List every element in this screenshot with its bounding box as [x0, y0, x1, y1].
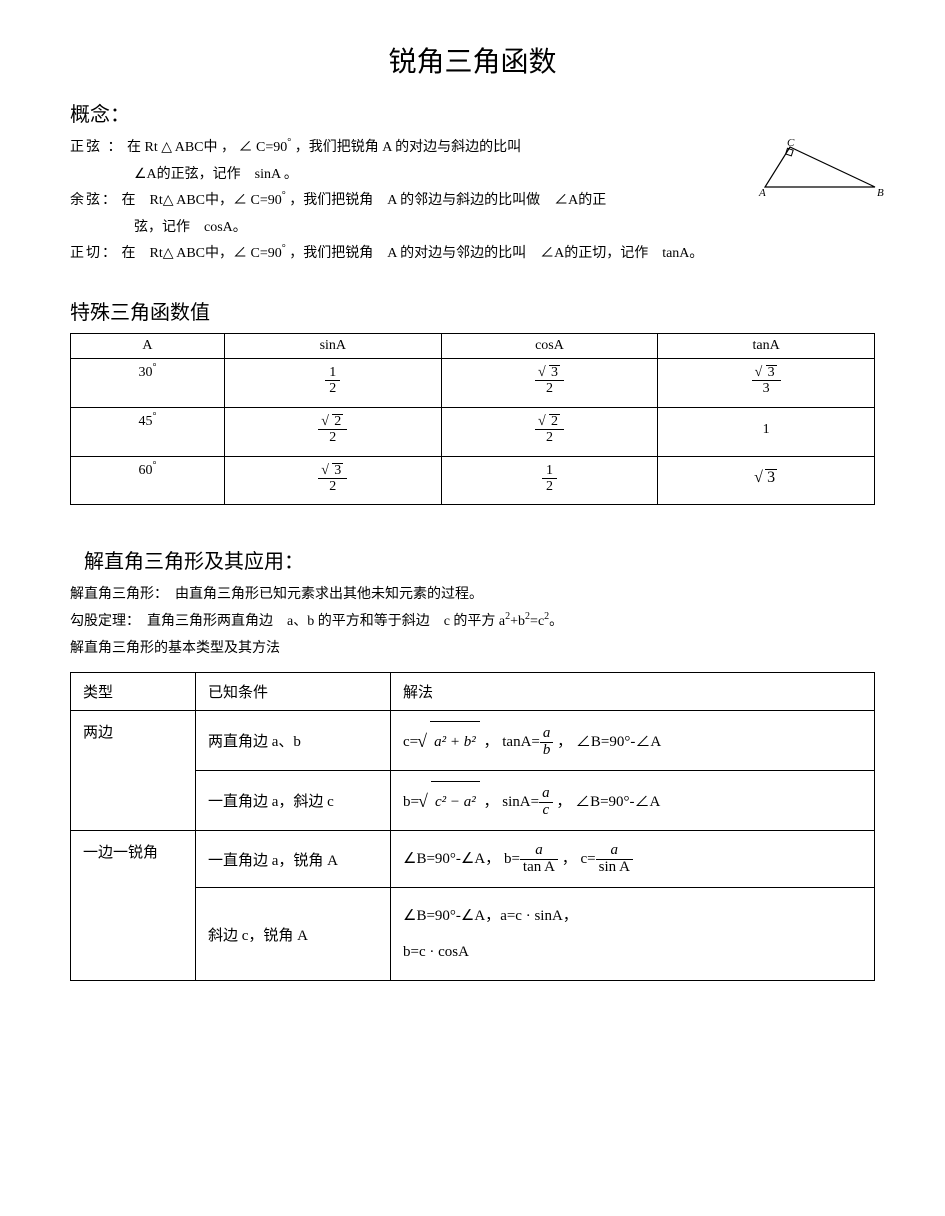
degree-sup: °	[287, 137, 291, 148]
method-r4: ∠B=90°-∠A，a=c · sinA， b=c · cosA	[391, 888, 875, 981]
type-two-sides: 两边	[71, 711, 196, 831]
angle-30: 30	[138, 365, 152, 380]
type-side-angle: 一边一锐角	[71, 831, 196, 981]
solve-heading: 解直角三角形及其应用：	[84, 545, 875, 574]
cond-r3: 一直角边 a，锐角 A	[196, 831, 391, 888]
col-type: 类型	[71, 673, 196, 711]
angle-60: 60	[138, 463, 152, 478]
sine-text-1: 在 Rt △ ABC中 ， ∠ C=90	[127, 140, 287, 155]
cond-r1: 两直角边 a、b	[196, 711, 391, 771]
angle-45: 45	[138, 414, 152, 429]
concepts-block: 正弦 ： 在 Rt △ ABC中 ， ∠ C=90° ，我们把锐角 A 的对边与…	[70, 135, 875, 268]
tan45: 1	[763, 422, 770, 437]
method-r3: ∠B=90°-∠A， b=atan A ， c=asin A	[391, 831, 875, 888]
cos-label: 余弦：	[70, 193, 118, 208]
triangle-icon: A B C	[755, 139, 885, 199]
page-title: 锐角三角函数	[70, 40, 875, 80]
svg-text:B: B	[877, 187, 884, 199]
degree-sup: °	[282, 190, 286, 201]
table-row: 一边一锐角 一直角边 a，锐角 A ∠B=90°-∠A， b=atan A ， …	[71, 831, 875, 888]
degree-sup: °	[282, 243, 286, 254]
solve-line2: 勾股定理： 直角三角形两直角边 a、b 的平方和等于斜边 c 的平方 a2+b2…	[70, 609, 875, 636]
col-tanA: tanA	[658, 333, 875, 358]
col-A: A	[71, 333, 225, 358]
solve-line3: 解直角三角形的基本类型及其方法	[70, 636, 875, 663]
svg-text:C: C	[787, 139, 795, 149]
col-method: 解法	[391, 673, 875, 711]
method-r2: b=c² − a² ， sinA=ac ， ∠B=90°-∠A	[391, 771, 875, 831]
special-values-table: A sinA cosA tanA 30° 12 32 33 45° 22 22 …	[70, 333, 875, 505]
tan-label: 正切：	[70, 246, 118, 261]
table-header-row: 类型 已知条件 解法	[71, 673, 875, 711]
tan-text-2: ，我们把锐角 A 的对边与邻边的比叫 ∠A的正切，记作 tanA。	[289, 246, 703, 261]
table-row: 45° 22 22 1	[71, 407, 875, 456]
col-sinA: sinA	[224, 333, 441, 358]
sine-label: 正弦 ：	[70, 140, 124, 155]
table-row: 两边 两直角边 a、b c=a² + b² ， tanA=ab ， ∠B=90°…	[71, 711, 875, 771]
concepts-heading: 概念：	[70, 98, 875, 127]
cos-text-2: ，我们把锐角 A 的邻边与斜边的比叫做 ∠A的正	[289, 193, 606, 208]
solve-methods-table: 类型 已知条件 解法 两边 两直角边 a、b c=a² + b² ， tanA=…	[70, 672, 875, 981]
cos-text-3: 弦，记作 cosA。	[134, 215, 875, 242]
solve-line1: 解直角三角形： 由直角三角形已知元素求出其他未知元素的过程。	[70, 582, 875, 609]
cond-r2: 一直角边 a，斜边 c	[196, 771, 391, 831]
svg-text:A: A	[758, 187, 766, 199]
table-row: 30° 12 32 33	[71, 358, 875, 407]
col-cond: 已知条件	[196, 673, 391, 711]
method-r1: c=a² + b² ， tanA=ab ， ∠B=90°-∠A	[391, 711, 875, 771]
table-row: 60° 32 12 3	[71, 456, 875, 505]
tan-text-1: 在 Rt△ ABC中，∠ C=90	[122, 246, 282, 261]
special-heading: 特殊三角函数值	[70, 296, 875, 325]
solve-intro: 解直角三角形： 由直角三角形已知元素求出其他未知元素的过程。 勾股定理： 直角三…	[70, 582, 875, 662]
table-header-row: A sinA cosA tanA	[71, 333, 875, 358]
sine-text-2: ，我们把锐角 A 的对边与斜边的比叫	[295, 140, 521, 155]
cond-r4: 斜边 c，锐角 A	[196, 888, 391, 981]
cos-text-1: 在 Rt△ ABC中，∠ C=90	[122, 193, 282, 208]
col-cosA: cosA	[441, 333, 658, 358]
